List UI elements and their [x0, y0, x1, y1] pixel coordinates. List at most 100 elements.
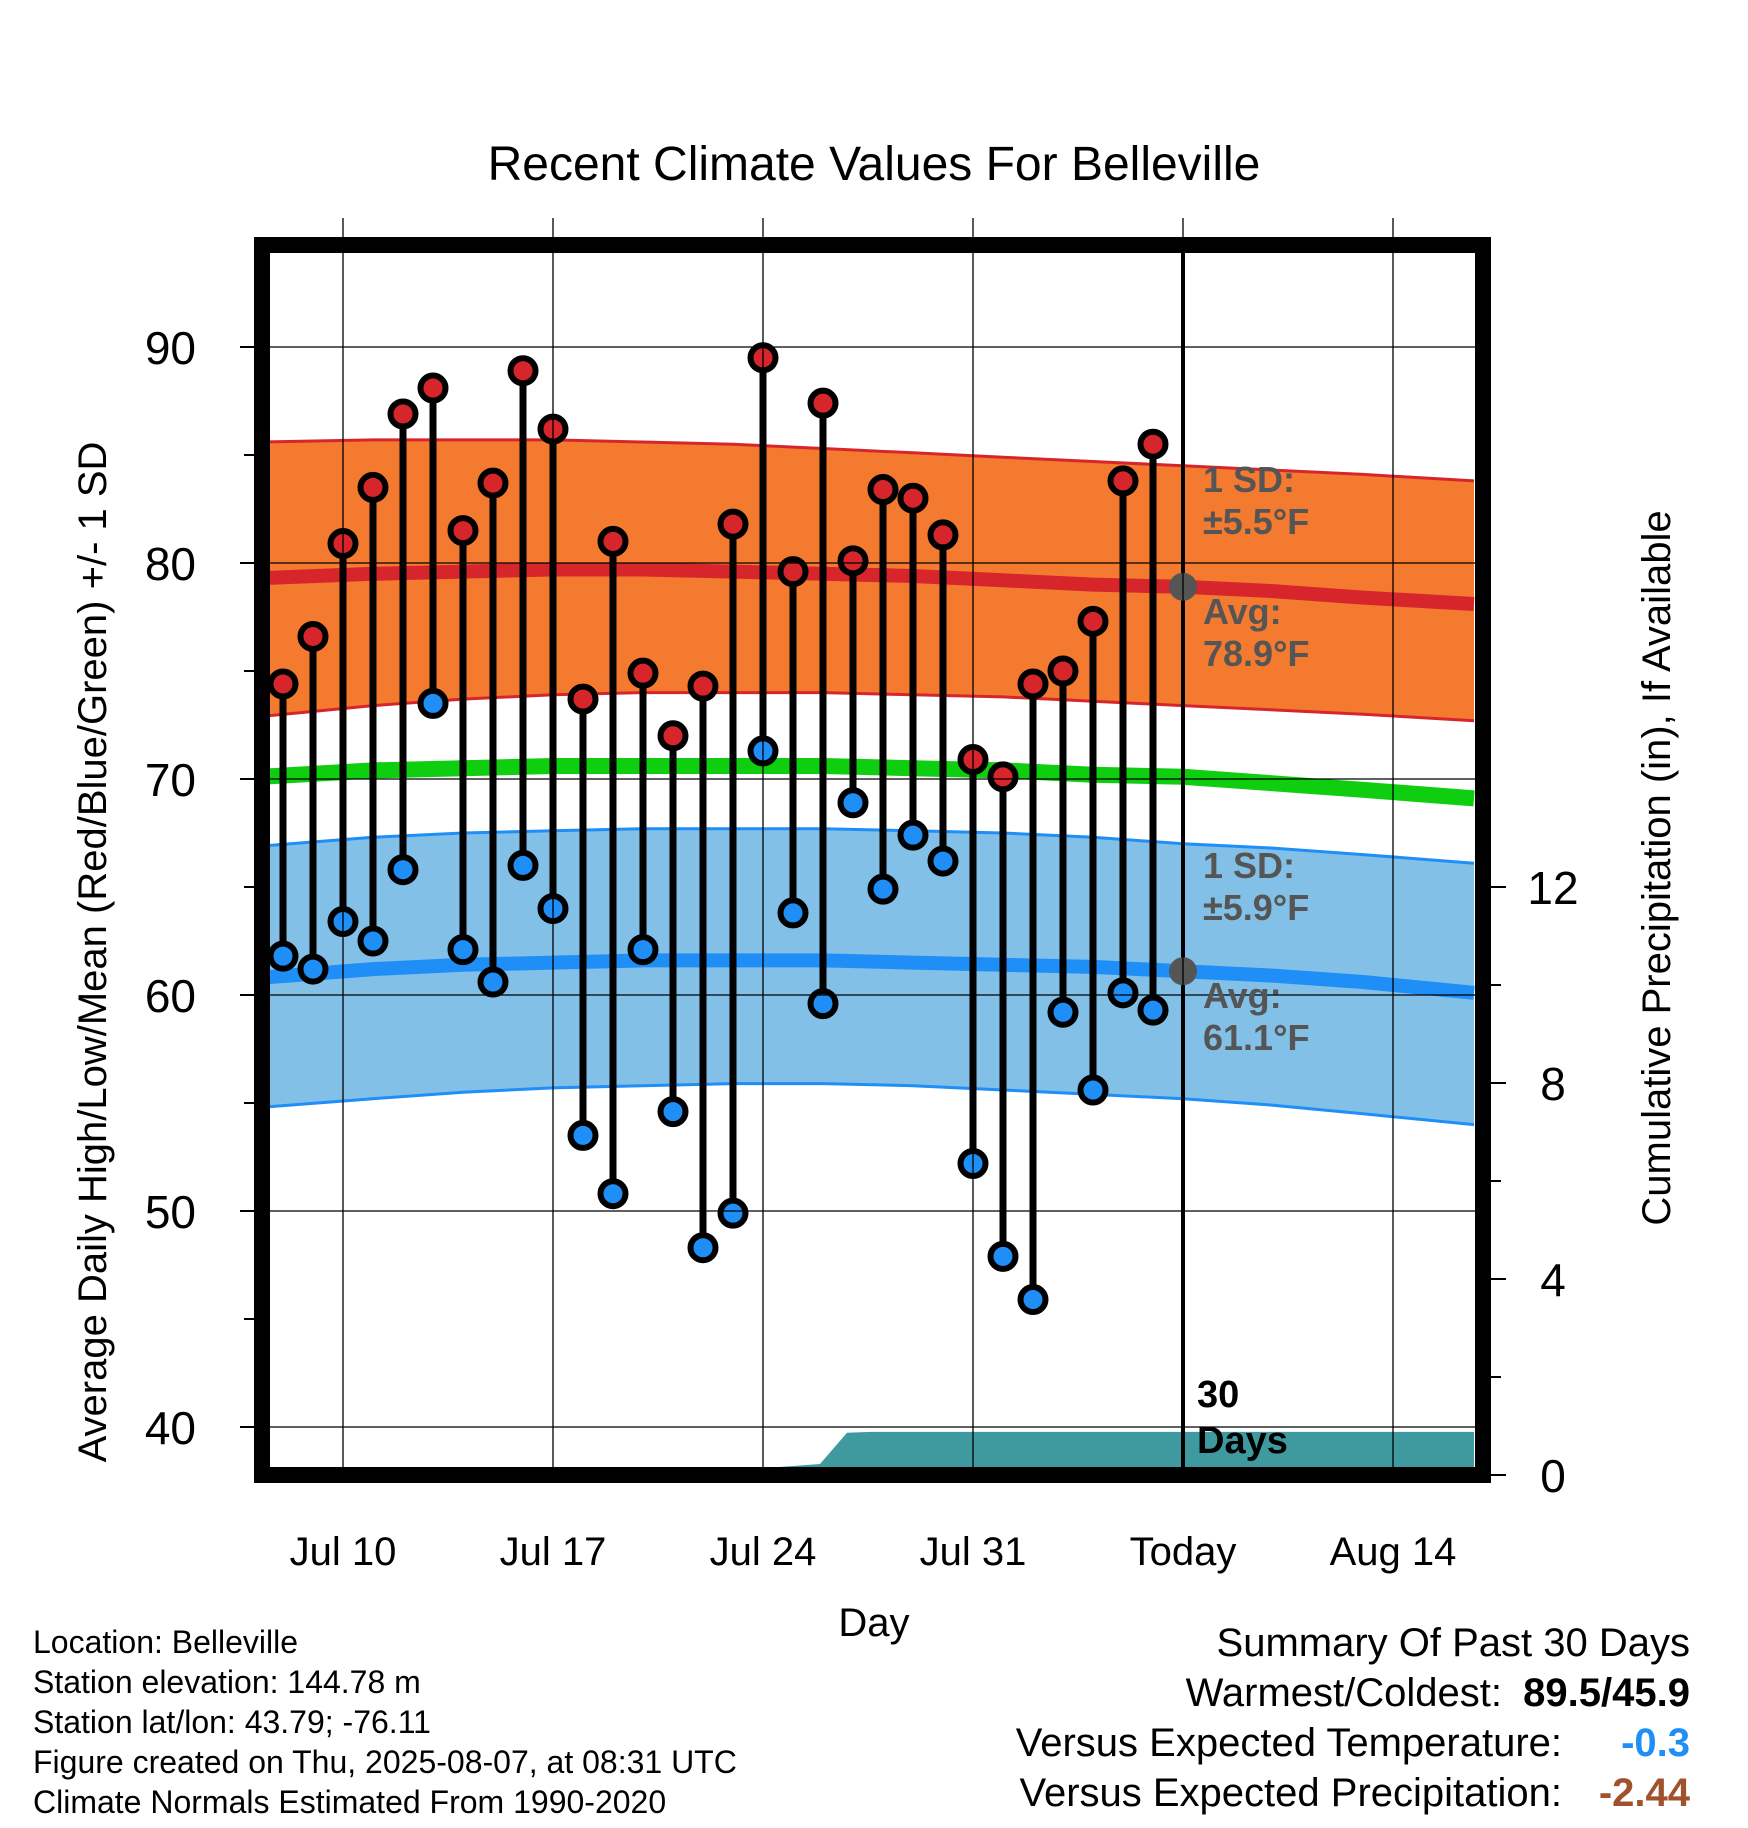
daily-high-point [567, 683, 599, 715]
daily-low-point [627, 934, 659, 966]
daily-low-point [507, 849, 539, 881]
high-avg-label: Avg: [1203, 591, 1282, 632]
daily-high-point [1137, 428, 1169, 460]
avg-low-line [262, 953, 1475, 1000]
daily-low-point [837, 787, 869, 819]
low-sd-label: 1 SD: [1203, 845, 1295, 886]
daily-high-point [687, 670, 719, 702]
daily-low-point [477, 966, 509, 998]
y2-tick-label: 8 [1540, 1058, 1566, 1110]
summary-warm-cold: Warmest/Coldest: 89.5/45.9 [1016, 1668, 1690, 1718]
x-tick-label: Jul 17 [500, 1530, 607, 1574]
high-avg-value: 78.9°F [1203, 633, 1309, 674]
x-tick-label: Today [1130, 1530, 1237, 1574]
daily-low-point [927, 845, 959, 877]
y-tick-label: 90 [145, 322, 196, 374]
low-sd-lower-line [262, 1082, 1475, 1127]
daily-high-point [507, 355, 539, 387]
daily-high-point [417, 372, 449, 404]
y2-axis-label: Cumulative Precipitation (in), If Availa… [1635, 510, 1679, 1225]
x-tick-label: Aug 14 [1330, 1530, 1457, 1574]
elevation-text: Station elevation: 144.78 m [33, 1664, 421, 1700]
low-avg-label: Avg: [1203, 975, 1282, 1016]
avg-high-line [262, 562, 1475, 611]
warm-cold-label: Warmest/Coldest: [1185, 1671, 1502, 1715]
high-sd-upper-line [262, 438, 1475, 483]
precip-area [598, 1431, 1474, 1475]
created-text: Figure created on Thu, 2025-08-07, at 08… [33, 1744, 737, 1780]
daily-high-point [597, 525, 629, 557]
daily-low-point [1047, 996, 1079, 1028]
daily-low-point [1017, 1284, 1049, 1316]
low-sd-value: ±5.9°F [1203, 887, 1309, 928]
daily-high-point [807, 387, 839, 419]
y-tick-label: 50 [145, 1186, 196, 1238]
chart-title: Recent Climate Values For Belleville [488, 138, 1261, 191]
daily-low-point [657, 1096, 689, 1128]
temp-label: Versus Expected Temperature: [1015, 1721, 1562, 1765]
y-tick-label: 40 [145, 1402, 196, 1454]
daily-low-point [297, 953, 329, 985]
daily-high-point [1107, 465, 1139, 497]
daily-high-point [717, 508, 749, 540]
daily-low-point [417, 687, 449, 719]
daily-low-point [387, 854, 419, 886]
y2-tick-label: 0 [1540, 1450, 1566, 1502]
y2-tick-label: 12 [1527, 862, 1578, 914]
daily-low-point [1077, 1074, 1109, 1106]
x-tick-label: Jul 24 [710, 1530, 817, 1574]
daily-high-point [447, 515, 479, 547]
grid-lines [262, 218, 1483, 1475]
low-sd-upper-line [262, 827, 1475, 865]
daily-high-point [297, 620, 329, 652]
y2-tick-label: 4 [1540, 1254, 1566, 1306]
daily-low-point [1137, 994, 1169, 1026]
low-avg-value: 61.1°F [1203, 1017, 1309, 1058]
high-sd-label: 1 SD: [1203, 459, 1295, 500]
daily-high-point [627, 657, 659, 689]
daily-low-point [897, 819, 929, 851]
daily-low-point [777, 897, 809, 929]
daily-low-point [447, 934, 479, 966]
daily-high-point [477, 467, 509, 499]
daily-low-point [687, 1232, 719, 1264]
daily-low-point [1107, 977, 1139, 1009]
avg-mean-line [262, 758, 1475, 807]
precip-label: Versus Expected Precipitation: [1019, 1771, 1562, 1815]
high-sd-value: ±5.5°F [1203, 501, 1309, 542]
precip-value: -2.44 [1598, 1771, 1690, 1815]
summary-panel: Summary Of Past 30 Days Warmest/Coldest:… [1016, 1618, 1690, 1818]
location-text: Location: Belleville [33, 1624, 299, 1660]
normals-text: Climate Normals Estimated From 1990-2020 [33, 1784, 667, 1820]
daily-low-point [717, 1197, 749, 1229]
daily-low-point [807, 988, 839, 1020]
daily-low-point [867, 873, 899, 905]
daily-high-point [867, 474, 899, 506]
daily-high-point [1017, 668, 1049, 700]
temp-value: -0.3 [1621, 1721, 1690, 1765]
window-label-30: 30 [1197, 1374, 1239, 1416]
daily-high-point [267, 668, 299, 700]
plot-frame [254, 237, 1491, 1483]
y-axis-label: Average Daily High/Low/Mean (Red/Blue/Gr… [71, 442, 115, 1463]
daily-high-point [357, 471, 389, 503]
high-sd-lower-line [262, 691, 1475, 723]
daily-high-point [897, 482, 929, 514]
daily-high-point [1077, 605, 1109, 637]
x-tick-label: Jul 31 [920, 1530, 1027, 1574]
x-axis-label: Day [838, 1601, 909, 1645]
warm-cold-value: 89.5/45.9 [1523, 1671, 1690, 1715]
daily-low-point [597, 1178, 629, 1210]
daily-high-point [387, 398, 419, 430]
daily-high-point [657, 720, 689, 752]
y-tick-label: 80 [145, 538, 196, 590]
daily-high-point [1047, 655, 1079, 687]
summary-title: Summary Of Past 30 Days [1216, 1621, 1690, 1665]
daily-high-point [987, 761, 1019, 793]
daily-low-point [267, 940, 299, 972]
daily-low-point [567, 1119, 599, 1151]
daily-low-point [987, 1240, 1019, 1272]
daily-high-point [927, 519, 959, 551]
